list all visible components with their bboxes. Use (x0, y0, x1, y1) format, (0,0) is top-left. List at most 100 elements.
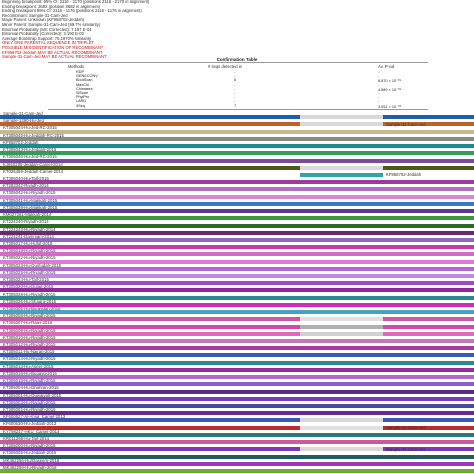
sequence-label[interactable]: KY798247-HKU_Camel-2014 (3, 428, 60, 434)
sequence-segment[interactable] (382, 324, 474, 329)
sequence-segment[interactable] (0, 172, 300, 177)
sequence-segment[interactable] (0, 346, 474, 351)
sequence-segment[interactable] (299, 425, 383, 430)
sequence-label[interactable]: KT305024-Hu-Taif-2015 (3, 277, 49, 283)
sequence-label[interactable]: KT305020-Hu-Dulaa-2015 (3, 284, 54, 290)
sequence-segment[interactable] (0, 209, 474, 214)
sequence-label[interactable]: KT224243-Hu-Riyadh-2014 (3, 226, 56, 232)
sequence-label[interactable]: KT224240-Riyadh-2014 (3, 219, 49, 225)
sequence-segment[interactable] (382, 447, 474, 452)
sequence-label[interactable]: KT305041-Hu-Makkah-2015 (3, 197, 58, 203)
sequence-segment[interactable] (382, 418, 474, 423)
sequence-segment[interactable] (0, 194, 474, 199)
sequence-label[interactable]: KT305009-Hu-Riyadh-2015 (3, 327, 56, 333)
sequence-label[interactable]: KT305028-Hu-Riyadh-2015 (3, 291, 56, 297)
sequence-segment[interactable] (0, 122, 300, 127)
sequence-segment[interactable] (382, 165, 474, 170)
sequence-label[interactable]: KT224241-Dammam-2014 (3, 233, 54, 239)
sequence-label[interactable]: KF600630-Hu-Jeddah-2013 (3, 421, 57, 427)
sequence-label[interactable]: KF958702-Jeddah (3, 139, 39, 145)
sequence-segment[interactable] (0, 396, 474, 401)
sequence-label[interactable]: KT305007-Hu-Raas-2015 (3, 320, 53, 326)
sequence-segment[interactable] (0, 353, 474, 358)
sequence-segment[interactable] (0, 425, 300, 430)
sequence-segment[interactable] (0, 295, 474, 300)
sequence-segment[interactable] (0, 331, 300, 336)
sequence-label[interactable]: KT305045-Hu-Jeddah-RC-2015 (3, 132, 64, 138)
sequence-segment[interactable] (382, 425, 474, 430)
sequence-segment[interactable] (382, 115, 474, 120)
sequence-segment[interactable] (0, 129, 474, 134)
sequence-segment[interactable] (382, 172, 474, 177)
sequence-segment[interactable] (0, 454, 474, 459)
sequence-segment[interactable] (0, 151, 474, 156)
sequence-label[interactable]: KT305026-Hu-Shaqra-2015 (3, 298, 57, 304)
sequence-label[interactable]: KT305014-Hu-Riyadh-2015 (3, 356, 56, 362)
sequence-label[interactable]: KT305023-Hu-Qunfudah-2015 (3, 262, 62, 268)
sequence-segment[interactable] (0, 447, 300, 452)
sequence-label[interactable]: KT305025-Hu-Riyadh-2015 (3, 269, 56, 275)
sequence-label[interactable]: KT305039-Hu-Makkah-2015 (3, 204, 58, 210)
sequence-segment[interactable] (0, 404, 474, 408)
sequence-segment[interactable] (0, 259, 474, 264)
sequence-label[interactable]: KJ650295-Jeddah-Camel-2014 (3, 161, 63, 167)
sequence-label[interactable]: KT305017-Hu-Hufuf-2015 (3, 240, 53, 246)
sequence-label[interactable]: KT283342-Riyadh-2014 (3, 183, 49, 189)
sequence-label[interactable]: KT305046-Hu-Jed-RC-2015 (3, 154, 57, 160)
sequence-segment[interactable] (0, 317, 300, 322)
sequence-segment[interactable] (0, 136, 474, 141)
sequence-segment[interactable] (299, 324, 383, 329)
sequence-label[interactable]: KT305006-Hu-Buraydah-2015 (3, 305, 61, 311)
sequence-segment[interactable] (299, 317, 383, 322)
sequence-label[interactable]: KT305043-Hu-Jeddah-2015 (3, 147, 57, 153)
sequence-label[interactable]: KF600627-Al-Ahsa_Camel-2013 (3, 414, 66, 420)
sequence-label[interactable]: KT305016-Hu-Buqayq-2015 (3, 370, 57, 376)
sequence-label[interactable]: KT305044-Hu-Jed-RC-2015 (3, 125, 57, 131)
sequence-label[interactable]: Sample-31-Cam-Jed (3, 111, 43, 116)
sequence-label[interactable]: KT305003-Hu-Riyadh-2015 (3, 399, 56, 405)
sequence-label[interactable]: KT305001-Hu-Quwaiyah-2015 (3, 392, 62, 398)
sequence-label[interactable]: KT026456-Jeddah-Camel-2014 (3, 168, 64, 174)
sequence-segment[interactable] (0, 223, 474, 228)
sequence-segment[interactable] (0, 187, 474, 192)
sequence-segment[interactable] (0, 281, 474, 286)
sequence-segment[interactable] (382, 122, 474, 127)
sequence-segment[interactable] (0, 144, 474, 149)
sequence-segment[interactable] (0, 468, 474, 473)
sequence-segment[interactable] (0, 230, 474, 235)
sequence-segment[interactable] (0, 310, 474, 315)
sequence-segment[interactable] (0, 324, 300, 329)
sequence-label[interactable]: KT305013-Hu-Aseer-2015 (3, 363, 54, 369)
sequence-segment[interactable] (0, 288, 474, 293)
sequence-segment[interactable] (299, 418, 383, 423)
sequence-segment[interactable] (0, 440, 474, 445)
sequence-segment[interactable] (0, 411, 474, 416)
sequence-label[interactable]: KT305000-Hu-Riyadh-2015 (3, 443, 56, 449)
sequence-segment[interactable] (0, 237, 474, 242)
sequence-segment[interactable] (299, 172, 383, 177)
sequence-label[interactable]: KT305002-Hu-Riyadh-2015 (3, 407, 56, 413)
sequence-segment[interactable] (299, 331, 383, 336)
sequence-label[interactable]: KT305042-Hu-Riyadh-2015 (3, 190, 56, 196)
sequence-label[interactable]: KR011266-Hu-Taif-2014 (3, 435, 50, 441)
sequence-segment[interactable] (0, 245, 474, 250)
sequence-segment[interactable] (0, 274, 474, 279)
sequence-label[interactable]: KT305040-Hu-Taif-2015 (3, 175, 49, 181)
sequence-label[interactable]: KT305011-Hu-Najran-2015 (3, 349, 55, 355)
sequence-label[interactable]: KM027261-Makkah-2014 (3, 212, 52, 218)
sequence-segment[interactable] (0, 339, 474, 344)
sequence-segment[interactable] (0, 165, 300, 170)
sequence-segment[interactable] (382, 317, 474, 322)
sequence-segment[interactable] (0, 432, 474, 437)
sequence-segment[interactable] (0, 302, 474, 307)
sequence-segment[interactable] (299, 165, 383, 170)
sequence-segment[interactable] (299, 447, 383, 452)
sequence-segment[interactable] (0, 201, 474, 206)
sequence-label[interactable]: KT305019-Hu-Riyadh-2015 (3, 248, 56, 254)
sequence-label[interactable]: MK462259-Hu-Riyadh-2018 (3, 464, 57, 470)
sequence-label[interactable]: KT305012-Hu-Riyadh-2015 (3, 342, 56, 348)
sequence-label[interactable]: KT305005-Hu-Jeddah-2015 (3, 450, 57, 456)
sequence-segment[interactable] (0, 216, 474, 221)
sequence-segment[interactable] (0, 115, 300, 120)
sequence-segment[interactable] (0, 367, 474, 372)
